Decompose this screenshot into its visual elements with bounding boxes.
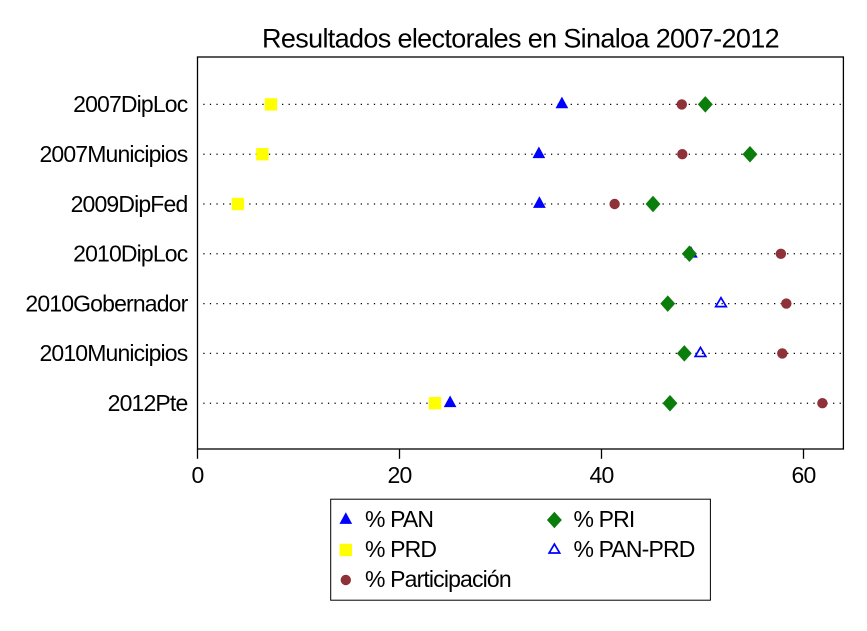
svg-text:2007DipLoc: 2007DipLoc — [73, 91, 188, 117]
svg-text:2010DipLoc: 2010DipLoc — [73, 241, 188, 267]
svg-text:% PRI: % PRI — [574, 506, 635, 532]
svg-text:60: 60 — [792, 462, 816, 488]
svg-text:2010Gobernador: 2010Gobernador — [25, 290, 188, 316]
svg-text:20: 20 — [388, 462, 412, 488]
svg-text:40: 40 — [590, 462, 614, 488]
svg-text:% PRD: % PRD — [365, 536, 436, 562]
svg-text:% PAN: % PAN — [365, 506, 433, 532]
svg-text:0: 0 — [192, 462, 204, 488]
svg-text:% PAN-PRD: % PAN-PRD — [574, 536, 695, 562]
svg-text:Resultados electorales en Sina: Resultados electorales en Sinaloa 2007-2… — [262, 23, 779, 53]
svg-text:2007Municipios: 2007Municipios — [39, 141, 187, 167]
svg-text:2010Municipios: 2010Municipios — [39, 340, 187, 366]
svg-text:2009DipFed: 2009DipFed — [71, 191, 188, 217]
svg-text:2012Pte: 2012Pte — [108, 390, 188, 416]
svg-text:% Participación: % Participación — [365, 566, 511, 592]
